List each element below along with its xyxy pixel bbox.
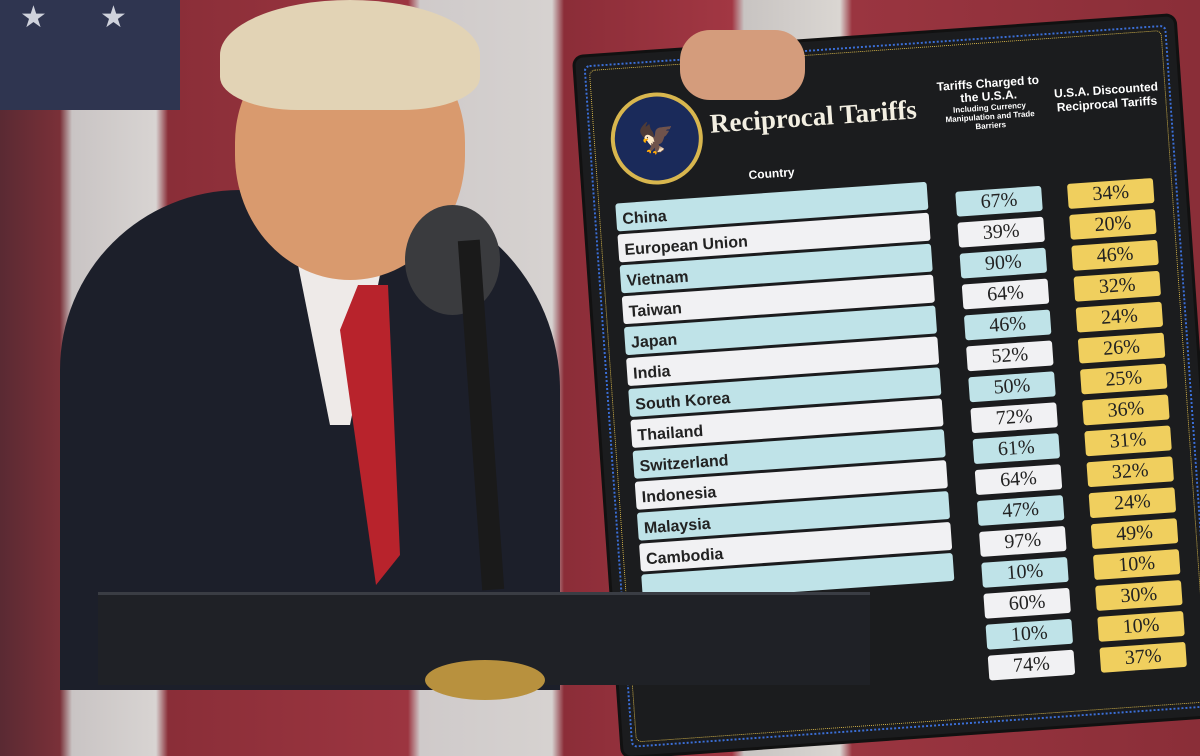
- charged-cell: 10%: [985, 618, 1074, 650]
- podium-seal: [425, 660, 545, 700]
- microphone: [405, 205, 500, 315]
- reciprocal-cell: 25%: [1079, 363, 1168, 395]
- reciprocal-cell: 24%: [1075, 301, 1164, 333]
- charged-cell: 10%: [981, 556, 1069, 588]
- reciprocal-cell: 37%: [1099, 641, 1187, 673]
- reciprocal-cell: 49%: [1090, 518, 1179, 550]
- charged-cell: 97%: [979, 525, 1067, 557]
- charged-cell: 64%: [961, 278, 1050, 310]
- reciprocal-cell: 31%: [1084, 425, 1172, 457]
- hair: [220, 0, 480, 110]
- charged-cell: 67%: [955, 185, 1043, 217]
- charged-header: Tariffs Charged to the U.S.A. Including …: [932, 73, 1045, 134]
- reciprocal-cell: 26%: [1077, 332, 1166, 364]
- star-icon: ★: [100, 1, 127, 34]
- charged-cell: 50%: [968, 371, 1056, 403]
- charged-cell: 64%: [974, 464, 1063, 496]
- reciprocal-cell: 32%: [1073, 270, 1162, 302]
- reciprocal-cell: 10%: [1092, 549, 1181, 581]
- reciprocal-cell: 10%: [1097, 610, 1185, 642]
- star-icon: ★: [20, 1, 47, 34]
- flag-canton: ★ ★: [0, 0, 180, 110]
- reciprocal-cell: 24%: [1088, 487, 1177, 519]
- charged-cell: 61%: [972, 433, 1061, 465]
- charged-cell: 60%: [983, 587, 1071, 619]
- reciprocal-cell: 46%: [1071, 239, 1159, 271]
- reciprocal-cell: 30%: [1095, 580, 1183, 611]
- charged-cell: 90%: [959, 247, 1048, 279]
- reciprocal-cell: 34%: [1066, 177, 1155, 209]
- charged-cell: 47%: [976, 495, 1065, 526]
- charged-cell: 74%: [987, 649, 1076, 681]
- charged-cell: 72%: [970, 402, 1058, 434]
- charged-cell: 52%: [966, 340, 1054, 372]
- reciprocal-cell: 36%: [1082, 394, 1170, 426]
- charged-cell: 39%: [957, 216, 1045, 248]
- hand: [680, 30, 805, 100]
- reciprocal-cell: 32%: [1086, 456, 1174, 488]
- charged-cell: 46%: [963, 309, 1052, 341]
- reciprocal-cell: 20%: [1069, 208, 1157, 240]
